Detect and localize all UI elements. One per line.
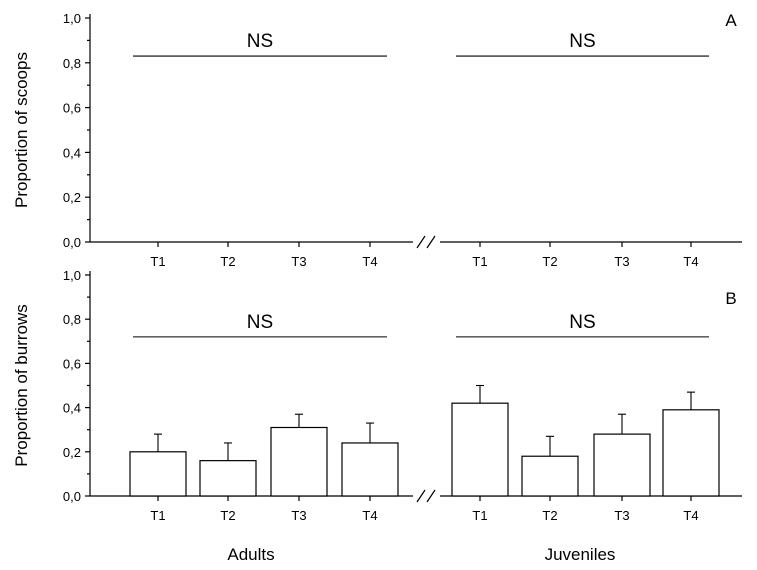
panel-b-bar: [199, 460, 257, 497]
panel-b-y-axis-label: Proportion of burrows: [12, 304, 31, 467]
panel-b-axis-break-mark: [426, 489, 436, 503]
panel-b-x-tick-label: T2: [542, 508, 557, 523]
group-label-juveniles: Juveniles: [545, 545, 616, 564]
panel-b-y-tick-label: 0,6: [63, 356, 81, 371]
panel-a-x-tick-label: T4: [683, 254, 698, 269]
panel-b-bar: [662, 409, 720, 497]
panel-a: 0,0 0,2 0,4 0,6 0,8 1,0 Proportion of scoops A T…: [12, 11, 742, 269]
panel-a-y-tick-label: 0,2: [63, 190, 81, 205]
group-label-adults: Adults: [227, 545, 274, 564]
panel-a-x-tick-label: T4: [362, 254, 377, 269]
panel-a-y-tick-label: 0,6: [63, 101, 81, 116]
panel-a-axis-break-mark: [426, 235, 436, 249]
panel-b-ns-label: NS: [247, 312, 273, 333]
panel-a-ns-label: NS: [569, 31, 595, 52]
panel-b-axis-break-mark: [416, 489, 426, 503]
panel-b-x-tick-label: T3: [291, 508, 306, 523]
panel-b-bar: [521, 455, 579, 497]
panel-b-bar: [341, 442, 399, 497]
panel-a-y-axis-label: Proportion of scoops: [12, 52, 31, 208]
panel-b-bar: [451, 402, 509, 497]
panel-a-x-tick-label: T1: [150, 254, 165, 269]
panel-b-x-tick-label: T3: [614, 508, 629, 523]
panel-b-y-tick-label: 0,8: [63, 312, 81, 327]
panel-b-x-tick-label: T2: [220, 508, 235, 523]
panel-b-y-tick-label: 0,0: [63, 489, 81, 504]
panel-a-x-tick-label: T1: [472, 254, 487, 269]
panel-b-bar: [270, 426, 328, 497]
panel-b-y-tick-label: 0,4: [63, 401, 81, 416]
panel-b-y-tick-label: 1,0: [63, 268, 81, 283]
panel-a-axis-break-mark: [416, 235, 426, 249]
panel-b-bar: [129, 451, 187, 497]
panel-b-x-tick-label: T4: [683, 508, 698, 523]
panel-a-letter: A: [725, 11, 737, 30]
panel-b-x-tick-label: T1: [472, 508, 487, 523]
panel-a-y-tick-label: 0,0: [63, 235, 81, 250]
panel-b-x-tick-label: T1: [150, 508, 165, 523]
panel-a-y-tick-label: 1,0: [63, 11, 81, 26]
panel-b-ns-label: NS: [569, 312, 595, 333]
panel-a-y-tick-label: 0,4: [63, 145, 81, 160]
panel-a-x-tick-label: T2: [220, 254, 235, 269]
panel-a-x-tick-label: T3: [291, 254, 306, 269]
panel-a-x-tick-label: T3: [614, 254, 629, 269]
panel-a-x-tick-label: T2: [542, 254, 557, 269]
panel-b: 0,0 0,2 0,4 0,6 0,8 1,0 Proportion of burrows B…: [12, 268, 742, 523]
panel-b-bar: [593, 433, 651, 497]
panel-b-y-tick-label: 0,2: [63, 445, 81, 460]
panel-b-x-tick-label: T4: [362, 508, 377, 523]
panel-a-ns-label: NS: [247, 31, 273, 52]
panel-a-y-tick-label: 0,8: [63, 56, 81, 71]
panel-b-letter: B: [725, 289, 736, 308]
